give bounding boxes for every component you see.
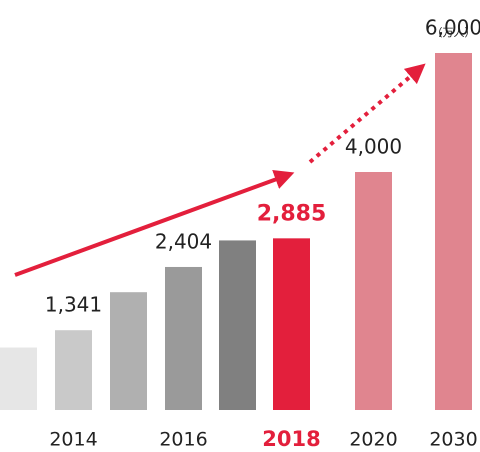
x-tick-label: 2030: [429, 429, 477, 451]
forecast-arrow: [308, 63, 426, 164]
value-label: 6,000: [425, 16, 480, 40]
bar: [219, 240, 256, 410]
bar: [0, 347, 37, 410]
bar: [273, 238, 310, 410]
x-tick-label: 2016: [159, 429, 207, 451]
unit-label: （万人）: [432, 26, 476, 39]
value-label: 2,404: [155, 229, 212, 253]
trend-arrow: [14, 170, 295, 277]
x-tick-label: 2014: [49, 429, 97, 451]
bar: [110, 292, 147, 410]
bar: [165, 266, 202, 410]
bar: [435, 53, 472, 410]
value-label: 2,885: [257, 201, 327, 226]
bar: [355, 172, 392, 410]
x-tick-label: 2020: [349, 429, 397, 451]
value-label: 4,000: [345, 135, 402, 159]
value-label: 1,341: [45, 293, 102, 317]
bar: [55, 330, 92, 410]
x-tick-label: 2018: [262, 427, 320, 451]
